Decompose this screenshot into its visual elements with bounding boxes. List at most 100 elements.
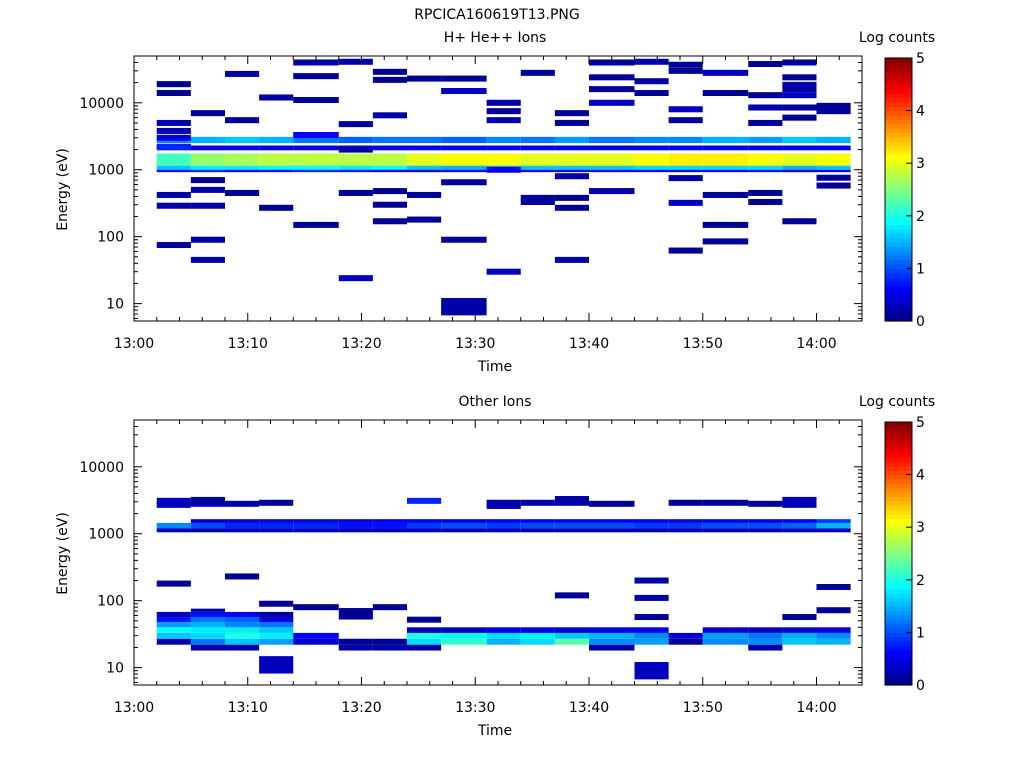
colorbar-swatch xyxy=(885,614,912,620)
y-tick-label: 10000 xyxy=(79,96,124,112)
heatmap-cell xyxy=(225,573,260,580)
heatmap-cell xyxy=(554,119,589,126)
heatmap-cell xyxy=(782,165,817,170)
colorbar-swatch xyxy=(885,667,912,673)
colorbar-swatch xyxy=(885,671,912,677)
heatmap-cell xyxy=(782,632,817,639)
heatmap-cell xyxy=(748,627,783,633)
heatmap-cell xyxy=(156,143,191,150)
colorbar-swatch xyxy=(885,106,912,112)
heatmap-cell xyxy=(225,522,260,529)
heatmap-cell xyxy=(668,519,703,523)
colorbar-swatch xyxy=(885,645,912,651)
heatmap-cell xyxy=(225,165,260,170)
heatmap-cell xyxy=(748,145,783,151)
colorbar-tick-label: 4 xyxy=(916,468,925,484)
heatmap-cell xyxy=(668,499,703,506)
heatmap-cell xyxy=(816,108,851,115)
colorbar-swatch xyxy=(885,150,912,156)
heatmap-cell xyxy=(407,616,442,623)
heatmap-cell xyxy=(816,102,851,109)
heatmap-cell xyxy=(293,153,339,166)
heatmap-cell xyxy=(668,169,703,173)
colorbar-swatch xyxy=(885,233,912,239)
heatmap-cell xyxy=(259,656,294,674)
heatmap-cell xyxy=(589,59,635,66)
heatmap-cell xyxy=(156,522,191,529)
heatmap-cell xyxy=(748,189,783,196)
x-tick-label: 13:20 xyxy=(341,336,381,352)
colorbar-swatch xyxy=(885,193,912,199)
heatmap-cell xyxy=(225,617,260,623)
heatmap-cell xyxy=(589,136,635,144)
heatmap-cell xyxy=(293,638,339,645)
colorbar-swatch xyxy=(885,171,912,177)
heatmap-cell xyxy=(190,110,225,117)
colorbar-swatch xyxy=(885,312,912,318)
heatmap-cell xyxy=(190,153,225,166)
heatmap-cell xyxy=(589,528,635,533)
heatmap-cell xyxy=(702,638,749,645)
colorbar-swatch xyxy=(885,443,912,449)
colorbar-swatch xyxy=(885,285,912,291)
colorbar-swatch xyxy=(885,84,912,90)
heatmap-cell xyxy=(702,69,749,76)
heatmap-cell xyxy=(782,153,817,166)
x-tick-label: 13:50 xyxy=(683,336,723,352)
colorbar-swatch xyxy=(885,189,912,195)
heatmap-cell xyxy=(190,622,225,628)
heatmap-cell xyxy=(702,165,749,170)
heatmap-cell xyxy=(190,617,225,623)
x-axis-label: Time xyxy=(477,359,512,375)
heatmap-cell xyxy=(293,97,339,104)
heatmap-cell xyxy=(520,198,555,205)
colorbar-swatch xyxy=(885,88,912,94)
heatmap-cell xyxy=(225,632,260,639)
heatmap-cell xyxy=(554,153,589,166)
heatmap-cell xyxy=(293,165,339,170)
colorbar-swatch xyxy=(885,255,912,261)
heatmap-cell xyxy=(702,499,749,506)
heatmap-cell xyxy=(259,169,294,173)
x-tick-label: 13:50 xyxy=(683,700,723,716)
heatmap-cell xyxy=(520,194,555,201)
heatmap-cell xyxy=(748,638,783,645)
heatmap-cell xyxy=(156,89,191,97)
colorbar-swatch xyxy=(885,123,912,129)
heatmap-cell xyxy=(554,627,589,633)
colorbar-swatch xyxy=(885,435,912,441)
colorbar: 0 1 2 3 4 5 Log counts xyxy=(859,30,935,330)
heatmap-cell xyxy=(225,638,260,645)
heatmap-cell xyxy=(190,608,225,612)
heatmap-cell xyxy=(782,86,817,93)
heatmap-cell xyxy=(520,632,555,639)
colorbar-label: Log counts xyxy=(859,394,935,410)
heatmap-cell xyxy=(816,528,851,533)
heatmap-cell xyxy=(782,496,817,503)
heatmap-cell xyxy=(816,169,851,173)
heatmap-cell xyxy=(634,58,669,65)
heatmap-cell xyxy=(372,528,407,533)
colorbar-swatch xyxy=(885,601,912,607)
heatmap-cell xyxy=(486,268,521,275)
heatmap-cell xyxy=(634,519,669,523)
colorbar-swatch xyxy=(885,66,912,72)
heatmap-cell xyxy=(554,169,589,173)
heatmap-cell xyxy=(407,519,442,523)
heatmap-cell xyxy=(702,632,749,639)
heatmap-cell xyxy=(520,499,555,506)
heatmap-cell xyxy=(225,70,260,77)
heatmap-cell xyxy=(190,496,225,503)
panel-title: Other Ions xyxy=(458,394,531,410)
colorbar-swatch xyxy=(885,228,912,234)
heatmap-cell xyxy=(338,121,373,128)
y-axis-label: Energy (eV) xyxy=(55,512,71,595)
heatmap-cell xyxy=(372,638,407,645)
heatmap-cell xyxy=(407,191,442,198)
heatmap-cell xyxy=(782,74,817,81)
colorbar-swatch xyxy=(885,470,912,476)
colorbar-swatch xyxy=(885,663,912,669)
heatmap-cell xyxy=(634,528,669,533)
heatmap-cell xyxy=(338,189,373,196)
